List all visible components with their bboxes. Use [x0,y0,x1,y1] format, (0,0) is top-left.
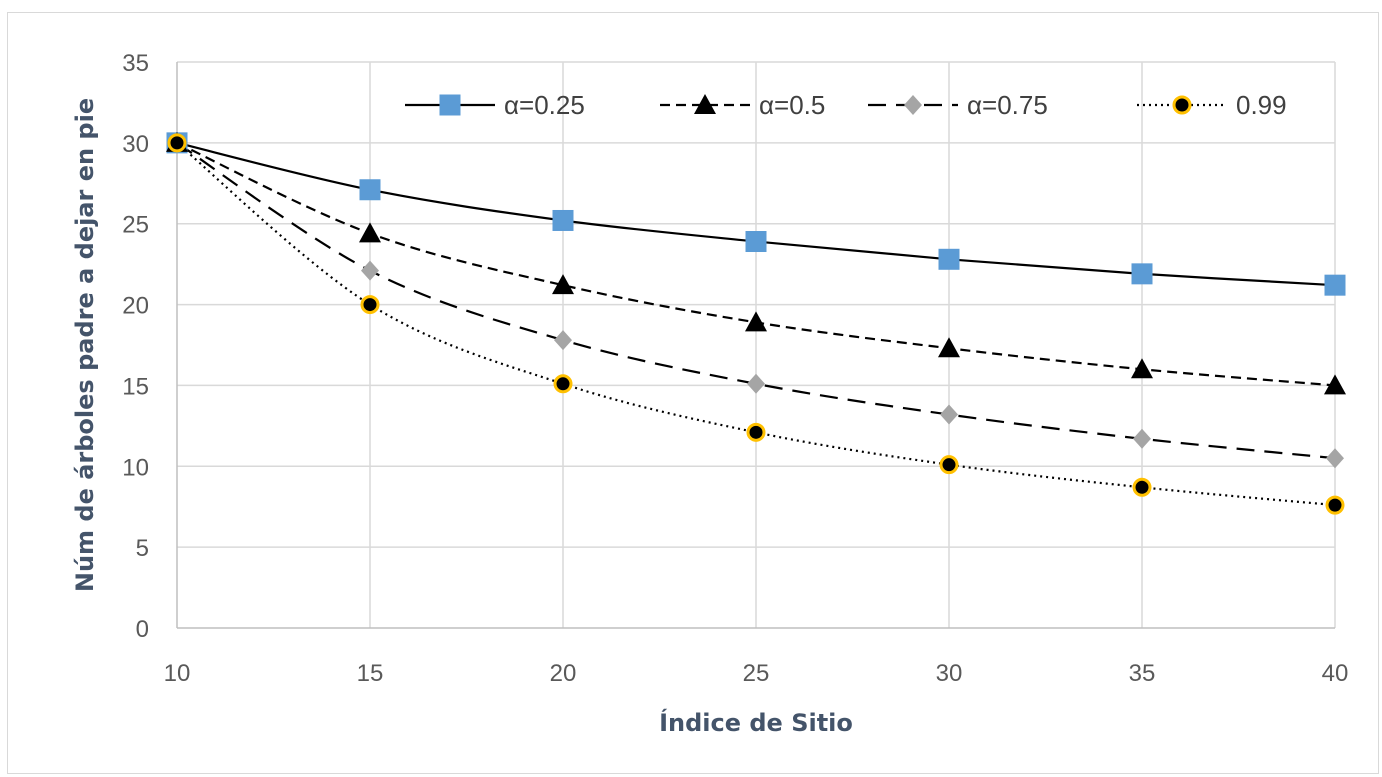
series-2-point [940,404,958,425]
legend-marker-1 [694,94,716,114]
y-tick-label: 25 [122,212,149,239]
legend-marker-2 [904,95,922,115]
series-0-point [552,209,574,231]
y-tick-label: 35 [122,50,149,77]
y-tick-label: 5 [136,535,149,562]
series-3-point [167,133,187,153]
legend-marker-3 [1172,95,1192,115]
series-0-point [1131,263,1153,285]
series-1-point [938,337,960,358]
series-2-point [1133,428,1151,449]
x-tick-label: 40 [1322,660,1349,687]
series-0-point [938,248,960,270]
y-tick-label: 15 [122,373,149,400]
series-0-point [1324,274,1346,296]
series-3-point [360,295,380,315]
y-axis-title: Núm de árboles padre a dejar en pie [71,98,99,592]
tick-labels: 0 5 10 15 20 25 30 35 10 15 20 25 30 35 40 [122,50,1348,687]
series-1-point [1131,358,1153,379]
legend-label-1: α=0.5 [759,90,825,120]
y-tick-label: 10 [122,454,149,481]
series-0-point [359,179,381,201]
series-3-point [553,374,573,394]
gridlines [177,61,1336,628]
legend-label-3: 0.99 [1236,90,1287,120]
series-markers [166,131,1346,515]
series-1-point [1324,374,1346,395]
x-tick-label: 35 [1129,660,1156,687]
series-0-point [745,231,767,253]
legend-label-0: α=0.25 [504,90,585,120]
x-tick-label: 20 [550,660,577,687]
legend-marker-0 [439,94,461,116]
y-tick-label: 20 [122,293,149,320]
series-2-point [554,330,572,351]
y-tick-label: 30 [122,131,149,158]
series-3-point [1132,477,1152,497]
series-1-point [745,311,767,332]
series-2-point [1326,448,1344,469]
chart-frame [7,12,1379,774]
x-tick-label: 10 [164,660,191,687]
axes [176,62,1335,629]
series-1-point [359,222,381,243]
y-tick-label: 0 [136,616,149,643]
legend: α=0.25 α=0.5 α=0.75 0.99 [405,90,1287,120]
series-3-point [1325,495,1345,515]
legend-label-2: α=0.75 [967,90,1048,120]
x-tick-label: 25 [743,660,770,687]
x-axis-title: Índice de Sitio [659,708,853,737]
series-3-point [746,422,766,442]
series-2-point [747,373,765,394]
series-3-point [939,455,959,475]
series-2-point [361,260,379,281]
series-1-point [552,274,574,295]
x-tick-label: 15 [357,660,384,687]
x-tick-label: 30 [936,660,963,687]
